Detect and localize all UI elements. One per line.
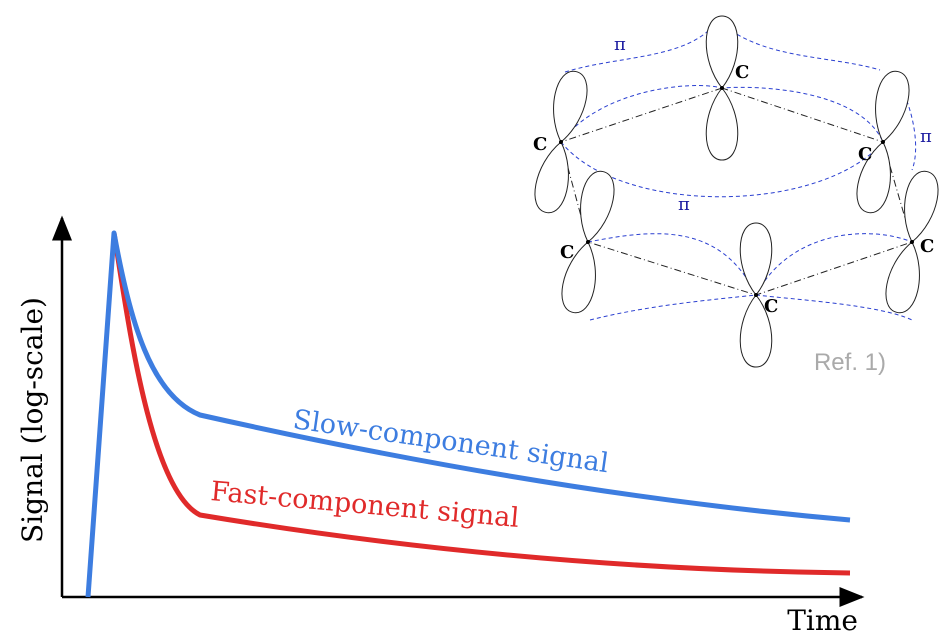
reference: Ref. 1): [814, 349, 886, 376]
atom-label: C: [858, 144, 872, 165]
atom-label: C: [533, 134, 547, 155]
atom-label: C: [560, 242, 574, 263]
atom-label: C: [920, 236, 934, 257]
atom-label: C: [764, 296, 778, 317]
figure: Signal (log-scale) Time Slow-component s…: [0, 0, 941, 634]
pi-label: π: [614, 34, 626, 55]
x-axis-label: Time: [787, 604, 858, 634]
slow-curve: [88, 233, 850, 597]
atom-label: C: [735, 62, 749, 83]
pi-label: π: [920, 126, 932, 147]
y-axis-label: Signal (log-scale): [16, 297, 49, 543]
pi-label: π: [678, 194, 690, 215]
